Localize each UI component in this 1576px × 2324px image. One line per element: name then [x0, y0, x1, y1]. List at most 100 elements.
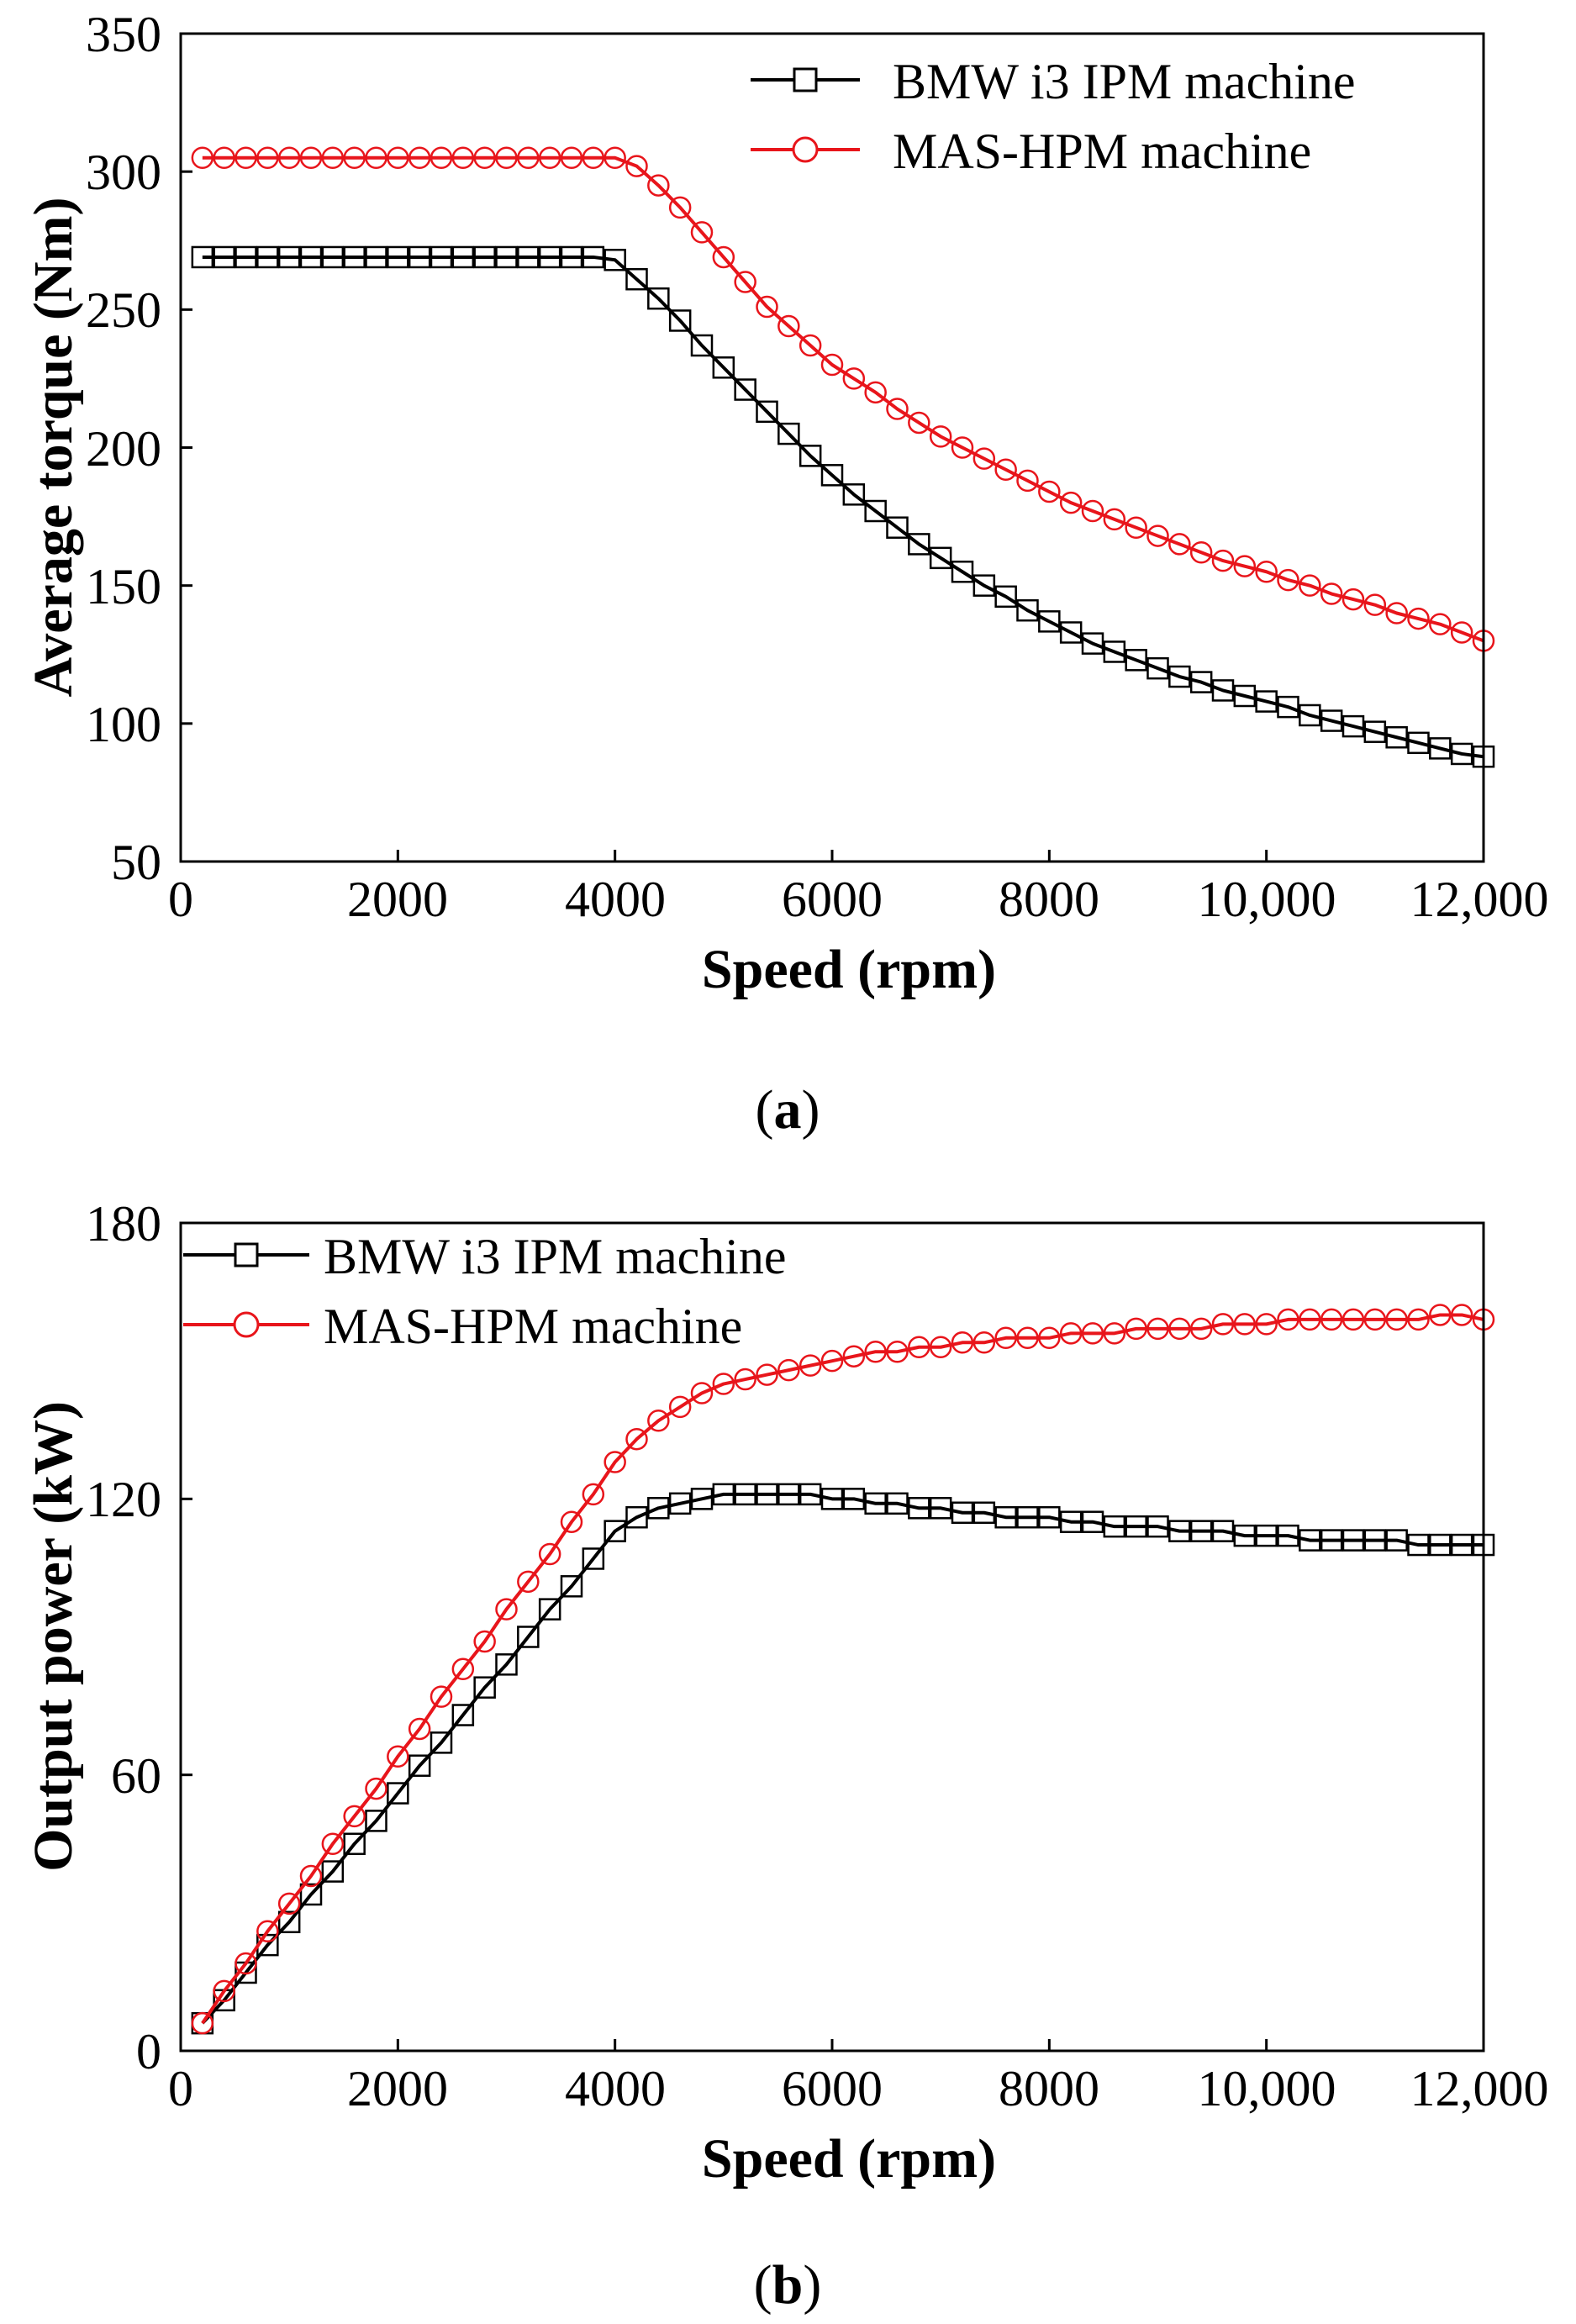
data-point-circle	[799, 1354, 822, 1377]
data-point-circle	[473, 1630, 496, 1653]
data-point-circle	[538, 146, 561, 169]
data-point-square	[1189, 1520, 1213, 1542]
data-point-square	[1429, 737, 1452, 760]
data-point-circle	[994, 1326, 1017, 1350]
data-point-square	[647, 287, 670, 310]
data-point-square	[1038, 610, 1061, 633]
data-point-square	[972, 1501, 996, 1524]
data-point-square	[625, 267, 648, 291]
data-point-square	[582, 245, 605, 269]
data-point-circle	[1407, 1308, 1430, 1331]
data-point-circle	[1233, 555, 1257, 577]
data-point-circle	[517, 146, 540, 169]
data-point-square	[625, 1505, 648, 1529]
series-line	[202, 155, 1484, 643]
data-point-circle	[1277, 568, 1299, 592]
data-point-circle	[277, 146, 301, 169]
x-tick-label: 8000	[999, 872, 1099, 927]
data-point-circle	[929, 425, 952, 448]
data-point-circle	[668, 1395, 692, 1419]
data-point-circle	[256, 146, 279, 169]
data-point-square	[886, 1492, 909, 1515]
data-point-circle	[1059, 491, 1083, 514]
data-point-circle	[299, 1864, 323, 1888]
data-point-square	[777, 422, 800, 445]
data-point-square	[820, 1488, 844, 1510]
legend-label-mas: MAS-HPM machine	[324, 1299, 742, 1354]
data-point-circle	[1407, 607, 1430, 630]
data-point-circle	[972, 1331, 996, 1354]
data-point-square	[1407, 731, 1430, 755]
data-point-square	[1385, 1529, 1408, 1552]
y-tick-label: 100	[86, 697, 161, 752]
data-point-square	[387, 1782, 409, 1805]
data-point-square	[1168, 1520, 1191, 1542]
data-point-square	[1168, 665, 1191, 688]
data-point-circle	[387, 146, 409, 169]
data-point-square	[886, 516, 909, 539]
data-point-circle	[1168, 1317, 1191, 1341]
power-tick-marks	[179, 1221, 1485, 2053]
data-point-square	[495, 245, 518, 269]
data-point-circle	[343, 146, 366, 169]
caption-letter: b	[772, 2254, 804, 2316]
data-point-circle	[604, 146, 626, 169]
data-point-circle	[1385, 1308, 1408, 1331]
data-point-circle	[1146, 524, 1169, 547]
data-point-square	[1125, 1515, 1147, 1538]
data-point-square	[1277, 695, 1299, 719]
data-point-circle	[1081, 499, 1104, 523]
data-point-square	[582, 1547, 605, 1570]
data-point-circle	[777, 1358, 800, 1382]
data-point-square	[820, 464, 844, 487]
data-point-square	[647, 1497, 670, 1520]
data-point-circle	[1103, 508, 1126, 531]
data-point-square	[1233, 1524, 1257, 1547]
data-point-circle	[1211, 549, 1235, 572]
data-point-circle	[1277, 1308, 1299, 1331]
y-tick-label: 300	[86, 145, 161, 200]
data-point-square	[1211, 679, 1235, 702]
data-point-square	[1081, 1510, 1104, 1533]
data-point-circle	[1341, 1308, 1365, 1331]
x-tick-label: 12,000	[1410, 872, 1549, 927]
data-point-circle	[365, 1777, 387, 1800]
data-point-square	[777, 1483, 800, 1506]
data-point-square	[1277, 1524, 1299, 1547]
data-point-circle	[929, 1336, 952, 1358]
data-point-square	[908, 533, 930, 556]
data-point-square	[1211, 1520, 1235, 1542]
x-tick-label: 4000	[565, 2061, 666, 2116]
data-point-circle	[886, 1340, 909, 1363]
data-point-square	[799, 1483, 822, 1506]
data-point-square	[994, 1505, 1017, 1529]
data-point-circle	[1363, 593, 1387, 616]
caption-letter: a	[774, 1079, 802, 1141]
y-axis-title: Average torque (Nm)	[23, 197, 84, 697]
data-point-square	[1299, 704, 1321, 727]
data-point-circle	[235, 1952, 257, 1975]
data-point-square	[799, 445, 822, 467]
data-point-square	[299, 245, 323, 269]
data-point-circle	[734, 271, 756, 293]
legend-marker-circle	[233, 1311, 260, 1338]
data-point-square	[994, 585, 1017, 609]
data-point-circle	[582, 1483, 605, 1506]
x-tick-label: 6000	[782, 872, 883, 927]
data-point-circle	[1189, 541, 1213, 564]
data-point-square	[734, 1483, 756, 1506]
data-point-circle	[842, 1345, 866, 1368]
data-point-square	[473, 245, 496, 269]
data-point-square	[1081, 632, 1104, 655]
data-point-circle	[756, 295, 778, 319]
data-point-square	[842, 1488, 866, 1510]
data-point-square	[604, 248, 626, 271]
caption-b: (b)	[754, 2254, 822, 2316]
data-point-circle	[1450, 1304, 1473, 1326]
data-point-circle	[1299, 1308, 1321, 1331]
data-point-circle	[451, 146, 475, 169]
data-point-circle	[864, 1340, 887, 1363]
data-point-square	[756, 400, 778, 424]
data-point-circle	[647, 174, 670, 197]
data-point-circle	[1255, 1313, 1278, 1336]
